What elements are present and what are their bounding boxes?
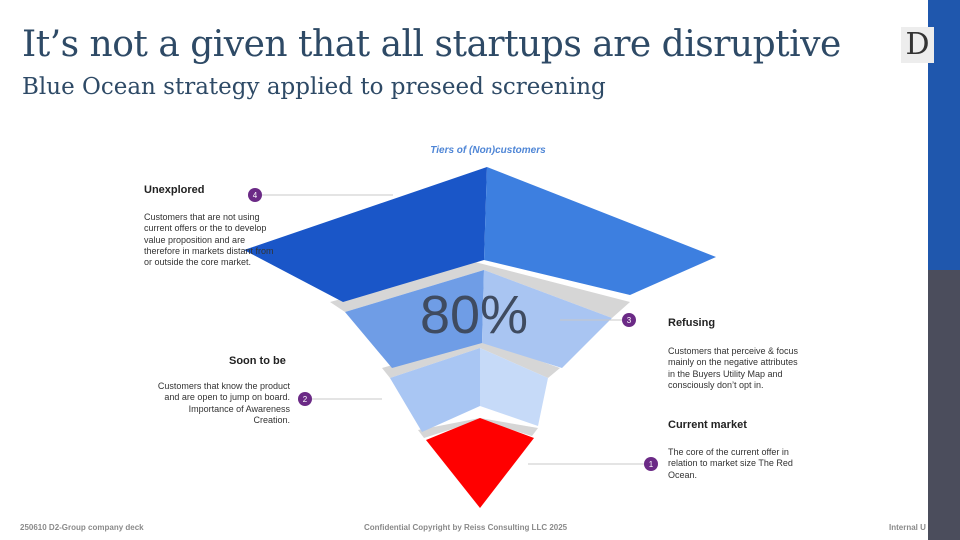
page-subtitle: Blue Ocean strategy applied to preseed s… bbox=[22, 74, 606, 100]
tier-4-left bbox=[244, 167, 487, 302]
tier-2-right bbox=[480, 348, 548, 426]
side-accent-gray bbox=[928, 270, 960, 540]
badge-1 bbox=[644, 457, 658, 471]
tier-1-red-ocean bbox=[426, 418, 534, 508]
page-title: It’s not a given that all startups are d… bbox=[22, 24, 841, 65]
separator-3 bbox=[418, 418, 538, 438]
tier-4-description: Customers that are not using current off… bbox=[144, 212, 274, 268]
tier-3-label: Refusing bbox=[668, 317, 716, 329]
tier-3-description: Customers that perceive & focus mainly o… bbox=[668, 346, 799, 390]
footer-classification: Internal U bbox=[889, 523, 926, 532]
tier-2-description: Customers that know the product and are … bbox=[157, 381, 290, 425]
separator-1 bbox=[330, 262, 630, 318]
footer-copyright: Confidential Copyright by Reiss Consulti… bbox=[364, 523, 568, 532]
tier-2-left bbox=[390, 348, 480, 432]
tier-1-label: Current market bbox=[668, 419, 747, 431]
tier-2-label: Soon to be bbox=[229, 355, 286, 367]
badge-2 bbox=[298, 392, 312, 406]
badge-4-number: 4 bbox=[253, 191, 258, 200]
tier-3-left bbox=[345, 270, 484, 368]
badge-2-number: 2 bbox=[303, 395, 308, 404]
tier-1-description: The core of the current offer in relatio… bbox=[668, 447, 793, 480]
badge-3-number: 3 bbox=[627, 316, 632, 325]
tier-4-right bbox=[484, 167, 716, 295]
badge-4 bbox=[248, 188, 262, 202]
badge-1-number: 1 bbox=[649, 460, 654, 469]
footer-deck-name: 250610 D2-Group company deck bbox=[20, 523, 144, 532]
badge-3 bbox=[622, 313, 636, 327]
center-percentage: 80% bbox=[420, 285, 528, 345]
company-logo: D bbox=[901, 27, 934, 63]
diagram-title: Tiers of (Non)customers bbox=[430, 145, 546, 156]
tier-3-right bbox=[482, 270, 612, 368]
tier-4-label: Unexplored bbox=[144, 184, 205, 196]
